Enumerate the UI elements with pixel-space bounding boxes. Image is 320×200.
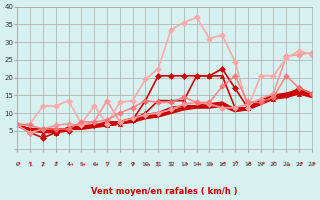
Text: ↗: ↗	[103, 161, 111, 168]
Text: ↗: ↗	[257, 161, 264, 168]
Text: ↗: ↗	[308, 161, 315, 167]
X-axis label: Vent moyen/en rafales ( km/h ): Vent moyen/en rafales ( km/h )	[91, 187, 238, 196]
Text: ↗: ↗	[219, 161, 226, 168]
Text: ↗: ↗	[193, 161, 200, 168]
Text: ↗: ↗	[14, 161, 20, 167]
Text: ↗: ↗	[232, 161, 238, 166]
Text: ↗: ↗	[27, 161, 34, 168]
Text: ↗: ↗	[129, 161, 136, 168]
Text: ↗: ↗	[283, 161, 290, 168]
Text: ↗: ↗	[296, 161, 302, 168]
Text: ↗: ↗	[39, 161, 46, 168]
Text: ↗: ↗	[142, 161, 149, 168]
Text: ↗: ↗	[155, 161, 162, 168]
Text: ↗: ↗	[206, 161, 213, 168]
Text: ↗: ↗	[91, 161, 98, 168]
Text: ↗: ↗	[245, 161, 251, 167]
Text: ↗: ↗	[53, 161, 59, 167]
Text: ↗: ↗	[78, 161, 85, 168]
Text: ↗: ↗	[270, 161, 276, 167]
Text: ↗: ↗	[65, 161, 72, 168]
Text: ↗: ↗	[167, 161, 175, 168]
Text: ↗: ↗	[117, 161, 123, 167]
Text: ↗: ↗	[180, 161, 188, 168]
